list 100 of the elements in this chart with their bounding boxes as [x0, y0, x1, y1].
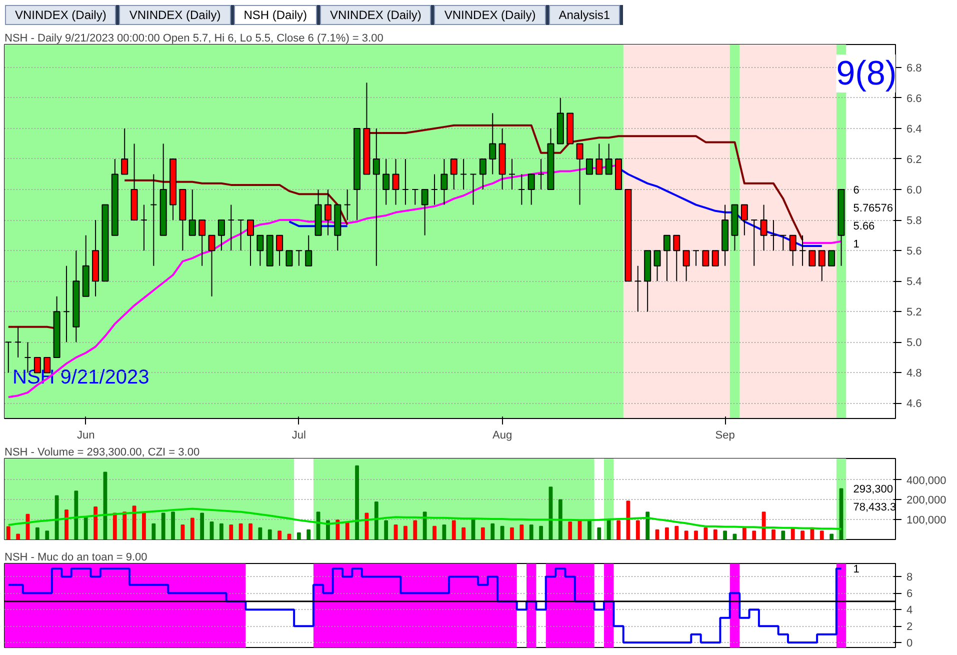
y-tick-label: 0	[906, 638, 913, 650]
candlestick	[605, 143, 612, 175]
y-tick-label: 6	[906, 588, 913, 600]
candlestick	[276, 234, 284, 266]
candlestick	[460, 158, 468, 190]
candlestick	[344, 189, 351, 221]
candlestick	[470, 174, 477, 206]
x-tick-label: Aug	[492, 430, 512, 442]
candlestick	[586, 158, 593, 175]
candlestick	[256, 234, 264, 266]
candlestick	[421, 189, 428, 236]
candlestick	[712, 250, 719, 266]
y-tick-label: 4.6	[906, 398, 922, 410]
candlestick	[440, 158, 448, 206]
x-tick-label: Jul	[292, 430, 306, 442]
candlestick	[789, 234, 796, 266]
text: VNINDEX (Daily)	[320, 5, 432, 25]
y-tick-label: 4.8	[906, 368, 922, 380]
text: 5.66	[853, 220, 875, 233]
y-tick-label: 100,000	[906, 514, 946, 527]
candlestick	[305, 234, 312, 266]
text: 78,433.3	[853, 502, 896, 514]
candlestick	[62, 265, 70, 343]
candlestick	[780, 234, 787, 252]
x-tick-label: Jun	[76, 430, 95, 442]
candlestick	[538, 158, 545, 190]
candlestick	[295, 250, 302, 266]
candlestick	[702, 250, 710, 266]
candlestick	[750, 220, 758, 266]
candlestick	[121, 128, 128, 175]
text: VNINDEX (Daily)	[119, 5, 231, 25]
chart-title: NSH - Daily 9/21/2023 00:00:00 Open 5.7, Hi 6, Lo 5.5, Close 6 (7.1%) = 3.00	[4, 32, 384, 44]
candlestick	[682, 250, 690, 282]
text: 5.76576	[853, 202, 894, 215]
annotation: 9(8)	[836, 54, 897, 92]
candlestick	[760, 204, 768, 252]
candlestick	[450, 158, 458, 190]
candlestick	[808, 250, 816, 266]
candlestick	[673, 234, 680, 282]
candlestick	[518, 174, 526, 206]
candlestick	[228, 204, 235, 252]
candlestick	[799, 234, 806, 266]
candlestick	[237, 220, 244, 252]
text: VNINDEX (Daily)	[5, 5, 116, 25]
candlestick	[596, 143, 603, 175]
text: Analysis1	[548, 5, 620, 25]
candlestick	[770, 220, 777, 252]
text: 1	[853, 563, 860, 576]
chart-title: NSH - Muc do an toan = 9.00	[4, 552, 148, 564]
candlestick	[740, 204, 748, 236]
candlestick	[412, 189, 419, 206]
candlestick	[14, 326, 22, 358]
candlestick	[431, 174, 438, 206]
y-tick-label: 5.6	[906, 246, 922, 258]
candlestick	[402, 158, 409, 206]
candlestick	[818, 250, 826, 282]
y-tick-label: 6.2	[906, 154, 922, 166]
y-tick-label: 6.4	[906, 123, 922, 136]
y-tick-label: 2	[906, 621, 913, 634]
x-tick-label: Sep	[715, 430, 735, 442]
y-tick-label: 400,000	[906, 474, 946, 487]
line-series	[7, 508, 842, 530]
y-tick-label: 200,000	[906, 494, 946, 507]
candlestick	[828, 250, 836, 266]
candlestick	[246, 220, 254, 266]
chart-title: NSH - Volume = 293,300.00, CZI = 3.00	[4, 446, 200, 458]
y-tick-label: 5.0	[906, 337, 922, 350]
y-tick-label: 5.4	[906, 276, 922, 288]
candlestick	[392, 158, 400, 206]
candlestick	[576, 143, 584, 206]
candlestick	[663, 234, 670, 282]
candlestick	[372, 128, 380, 266]
candlestick	[692, 250, 700, 266]
y-tick-label: 6.0	[906, 184, 922, 197]
candlestick	[198, 220, 206, 266]
text: 293,300	[853, 484, 894, 496]
candlestick	[140, 204, 148, 252]
candlestick	[528, 174, 535, 206]
text: NSH (Daily)	[234, 5, 318, 25]
text: 1	[853, 238, 860, 251]
y-tick-label: 4	[906, 604, 913, 617]
y-tick-label: 6.8	[906, 62, 922, 74]
candlestick	[382, 158, 390, 206]
text: 6	[853, 184, 860, 197]
y-tick-label: 6.6	[906, 92, 922, 105]
candlestick	[508, 158, 516, 190]
y-tick-label: 5.2	[906, 306, 922, 319]
candlestick	[324, 189, 332, 236]
y-tick-label: 5.8	[906, 215, 922, 228]
y-tick-label: 8	[906, 572, 913, 584]
candlestick	[634, 265, 642, 312]
candlestick	[218, 220, 225, 252]
candlestick	[150, 174, 158, 266]
candlestick	[286, 250, 293, 266]
candlestick	[208, 234, 216, 297]
candlestick	[479, 158, 486, 190]
candlestick	[654, 250, 661, 282]
candlestick	[489, 112, 496, 175]
candlestick	[188, 189, 196, 236]
text: VNINDEX (Daily)	[434, 5, 546, 25]
